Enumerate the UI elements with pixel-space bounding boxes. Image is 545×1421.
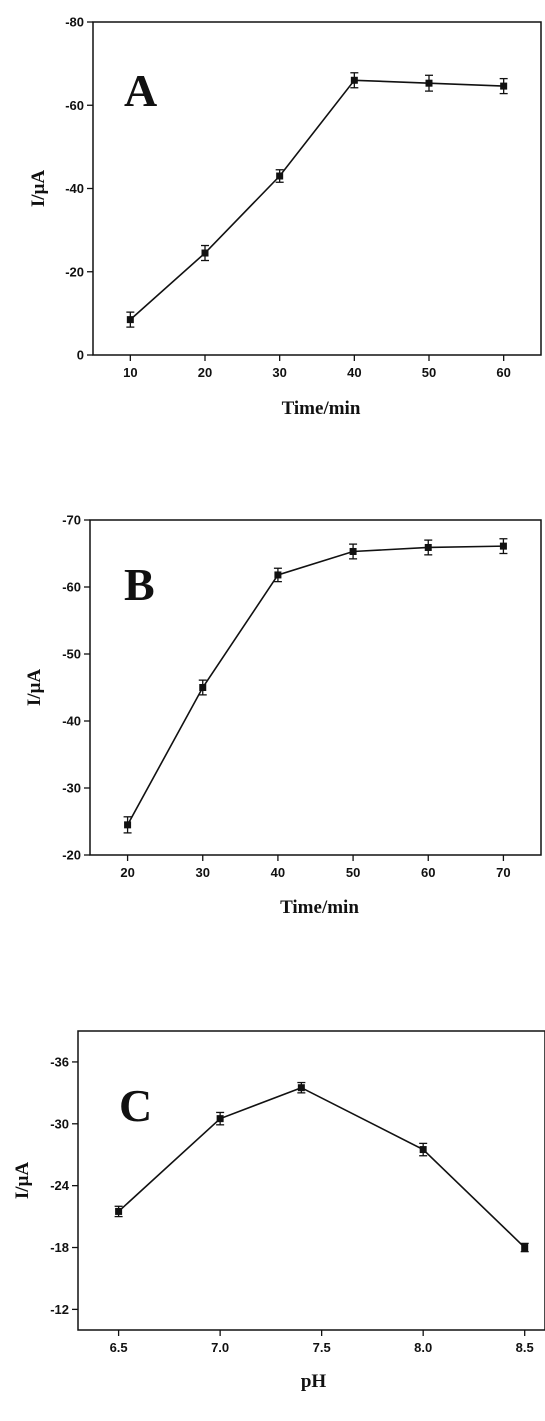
- data-point: [419, 1146, 427, 1154]
- plot-frame: [77, 1030, 545, 1331]
- y-tick-label: -50: [62, 647, 81, 662]
- y-tick-label: -20: [65, 264, 84, 279]
- data-point: [349, 547, 357, 555]
- y-tick-label: -40: [65, 181, 84, 196]
- x-tick-label: 10: [123, 365, 137, 380]
- data-point: [216, 1115, 224, 1123]
- panel-letter: C: [119, 1080, 152, 1131]
- x-tick-label: 40: [347, 365, 361, 380]
- data-point: [424, 543, 432, 551]
- y-tick-label: -30: [50, 1116, 69, 1131]
- x-tick-label: 40: [271, 865, 285, 880]
- x-tick-label: 7.5: [313, 1340, 331, 1355]
- x-tick-label: 30: [196, 865, 210, 880]
- x-tick-label: 20: [198, 365, 212, 380]
- x-axis-label: Time/min: [282, 398, 361, 419]
- series-line: [126, 545, 504, 826]
- data-point: [276, 172, 284, 180]
- data-point: [126, 316, 134, 324]
- y-tick-label: -36: [50, 1054, 69, 1069]
- x-tick-label: 8.5: [516, 1340, 534, 1355]
- chart-panel-a: -80 -60 -40 -20 0 10 20 30 40 50 60 Time/min I/μA A: [28, 15, 542, 419]
- x-tick-label: 70: [496, 865, 510, 880]
- y-tick-label: 0: [77, 348, 84, 363]
- x-tick-label: 8.0: [414, 1340, 432, 1355]
- x-axis-label: Time/min: [280, 897, 359, 918]
- x-tick-label: 6.5: [110, 1340, 128, 1355]
- y-axis-label: I/μA: [28, 170, 49, 207]
- y-axis-label: I/μA: [24, 669, 45, 706]
- data-point: [199, 684, 207, 691]
- y-tick-label: -40: [62, 714, 81, 729]
- panel-letter: B: [124, 559, 155, 610]
- y-tick-label: -70: [62, 513, 81, 528]
- panel-letter: A: [124, 65, 157, 116]
- y-tick-label: -30: [62, 781, 81, 796]
- y-tick-label: -80: [65, 15, 84, 30]
- data-point: [274, 571, 282, 579]
- chart-panel-b: -70 -60 -50 -40 -30 -20 20 30 40 50 60 70 Time/min I/…: [24, 513, 542, 918]
- x-axis-label: pH: [301, 1371, 327, 1392]
- data-point: [201, 249, 209, 257]
- data-point: [297, 1084, 305, 1092]
- data-point: [521, 1244, 529, 1252]
- x-tick-label: 60: [496, 365, 510, 380]
- x-tick-label: 20: [120, 865, 134, 880]
- series-line: [118, 1086, 526, 1249]
- data-point: [425, 79, 433, 87]
- data-point: [115, 1207, 123, 1215]
- plot-frame: [92, 21, 542, 356]
- y-tick-label: -60: [62, 580, 81, 595]
- x-tick-label: 30: [272, 365, 286, 380]
- x-tick-label: 7.0: [211, 1340, 229, 1355]
- y-axis-label: I/μA: [12, 1162, 33, 1199]
- y-tick-label: -60: [65, 98, 84, 113]
- data-point: [350, 76, 358, 84]
- series-line: [129, 79, 504, 321]
- x-tick-label: 60: [421, 865, 435, 880]
- y-tick-label: -12: [50, 1302, 69, 1317]
- x-tick-label: 50: [346, 865, 360, 880]
- data-point: [124, 821, 132, 829]
- x-tick-label: 50: [422, 365, 436, 380]
- chart-panel-c: -36 -30 -24 -18 -12 6.5 7.0 7.5 8.0 8.5 pH I/μA C: [12, 1030, 545, 1392]
- data-point: [499, 542, 507, 550]
- data-point: [500, 82, 508, 90]
- y-tick-label: -20: [62, 848, 81, 863]
- y-tick-label: -18: [50, 1240, 69, 1255]
- plot-frame: [89, 519, 542, 856]
- y-tick-label: -24: [50, 1178, 70, 1193]
